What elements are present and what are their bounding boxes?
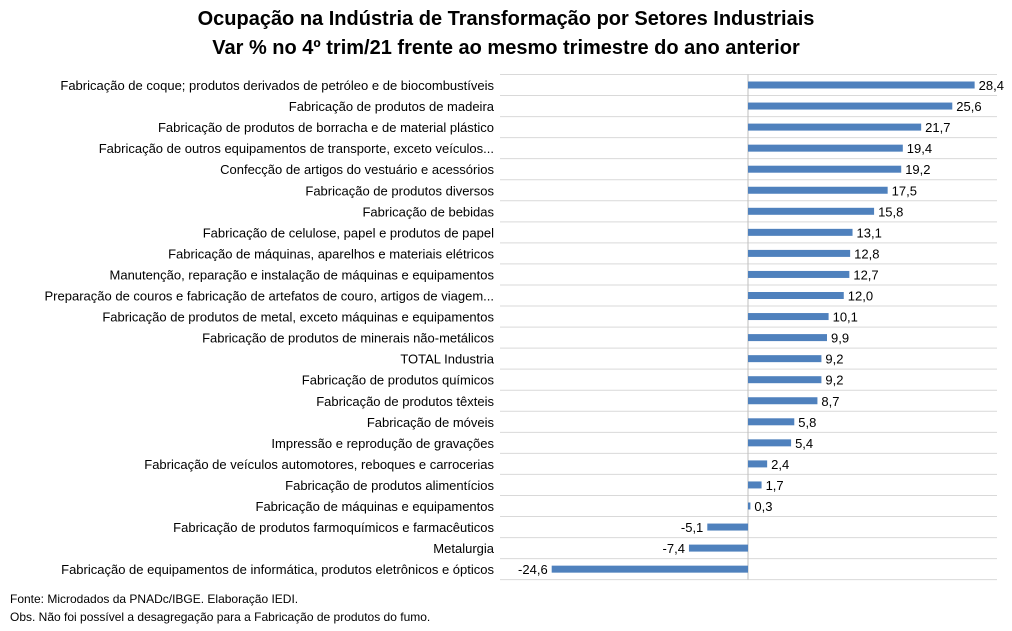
category-label: Fabricação de produtos têxteis [316, 394, 494, 409]
bar [748, 292, 844, 299]
category-label: Fabricação de veículos automotores, rebo… [144, 457, 494, 472]
bar [748, 481, 762, 489]
category-label: Fabricação de produtos de metal, exceto … [102, 310, 494, 325]
bar [748, 270, 850, 278]
chart-subtitle: Var % no 4º trim/21 frente ao mesmo trim… [212, 37, 800, 59]
category-label: Fabricação de produtos de madeira [289, 99, 495, 114]
category-label: Confecção de artigos do vestuário e aces… [220, 162, 494, 177]
category-label: Fabricação de máquinas, aparelhos e mate… [168, 246, 494, 261]
data-label: 5,4 [795, 436, 813, 451]
bar [748, 81, 975, 89]
category-label: Fabricação de produtos de minerais não-m… [202, 331, 494, 346]
category-label: Fabricação de produtos alimentícios [285, 478, 494, 493]
data-label: 9,9 [831, 331, 849, 346]
data-label: 25,6 [956, 99, 981, 114]
bar [748, 123, 922, 131]
bar [707, 523, 748, 531]
bar [748, 102, 953, 110]
data-label: -24,6 [518, 562, 548, 577]
bar [748, 207, 875, 215]
category-label: Fabricação de coque; produtos derivados … [60, 78, 494, 93]
category-label: Fabricação de máquinas e equipamentos [256, 499, 495, 514]
data-label: 15,8 [878, 204, 903, 219]
category-label: Impressão e reprodução de gravações [271, 436, 494, 451]
bar [748, 249, 851, 257]
category-label: Fabricação de móveis [367, 415, 495, 430]
chart-title: Ocupação na Indústria de Transformação p… [197, 8, 815, 30]
data-label: 0,3 [754, 499, 772, 514]
bar [748, 397, 818, 405]
data-label: -5,1 [681, 520, 703, 535]
category-label: Fabricação de produtos de borracha e de … [158, 120, 494, 135]
category-label: Metalurgia [433, 541, 494, 556]
data-label: 9,2 [825, 352, 843, 367]
category-label: Fabricação de produtos diversos [305, 183, 494, 198]
data-label: 1,7 [766, 478, 784, 493]
data-label: 12,7 [853, 267, 878, 282]
data-label: 12,0 [848, 289, 873, 304]
category-label: Fabricação de produtos farmoquímicos e f… [173, 520, 494, 535]
bar [748, 165, 902, 173]
data-label: 19,2 [905, 162, 930, 177]
bar [551, 565, 748, 573]
bar [748, 228, 853, 236]
bar [748, 502, 751, 510]
data-label: 2,4 [771, 457, 789, 472]
bar [748, 418, 795, 426]
source-note: Fonte: Microdados da PNADc/IBGE. Elabora… [10, 592, 299, 606]
category-label: Manutenção, reparação e instalação de má… [110, 267, 495, 282]
bar [748, 355, 822, 363]
data-label: 12,8 [854, 246, 879, 261]
bar [748, 144, 903, 152]
data-label: 21,7 [925, 120, 950, 135]
data-label: 8,7 [821, 394, 839, 409]
category-label: Fabricação de produtos químicos [302, 373, 495, 388]
data-label: 13,1 [857, 225, 882, 240]
category-label: Fabricação de celulose, papel e produtos… [203, 225, 494, 240]
bar [748, 376, 822, 384]
bar [748, 334, 828, 342]
data-label: 19,4 [907, 141, 932, 156]
bar [748, 186, 888, 194]
data-label: 9,2 [825, 373, 843, 388]
bar [748, 460, 768, 468]
category-label: Fabricação de equipamentos de informátic… [61, 562, 494, 577]
data-label: 17,5 [892, 183, 917, 198]
observation-note: Obs. Não foi possível a desagregação par… [10, 610, 431, 624]
category-label: Fabricação de outros equipamentos de tra… [99, 141, 494, 156]
data-label: 28,4 [979, 78, 1004, 93]
category-label: Fabricação de bebidas [362, 204, 494, 219]
bar [748, 439, 792, 447]
bar [688, 544, 748, 552]
category-label: Preparação de couros e fabricação de art… [45, 289, 494, 304]
data-label: 5,8 [798, 415, 816, 430]
data-label: -7,4 [663, 541, 685, 556]
data-label: 10,1 [833, 310, 858, 325]
category-label: TOTAL Industria [400, 352, 494, 367]
bar [748, 313, 829, 321]
